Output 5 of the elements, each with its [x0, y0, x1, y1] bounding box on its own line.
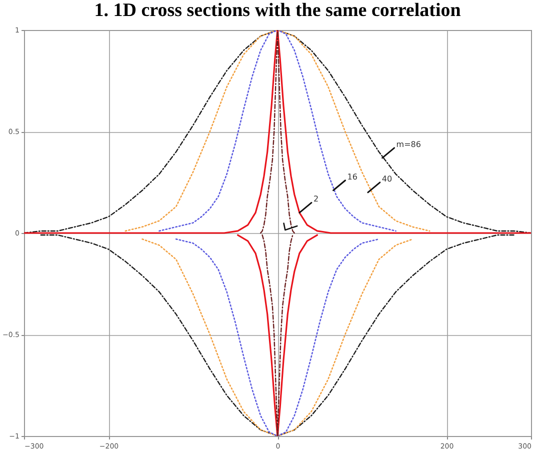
annotation: 40	[382, 174, 392, 184]
chart-title: 1. 1D cross sections with the same correlation	[94, 0, 462, 21]
annotation: m=86	[396, 140, 421, 149]
annotation: 16	[347, 172, 358, 182]
annotation: 2	[313, 194, 319, 204]
